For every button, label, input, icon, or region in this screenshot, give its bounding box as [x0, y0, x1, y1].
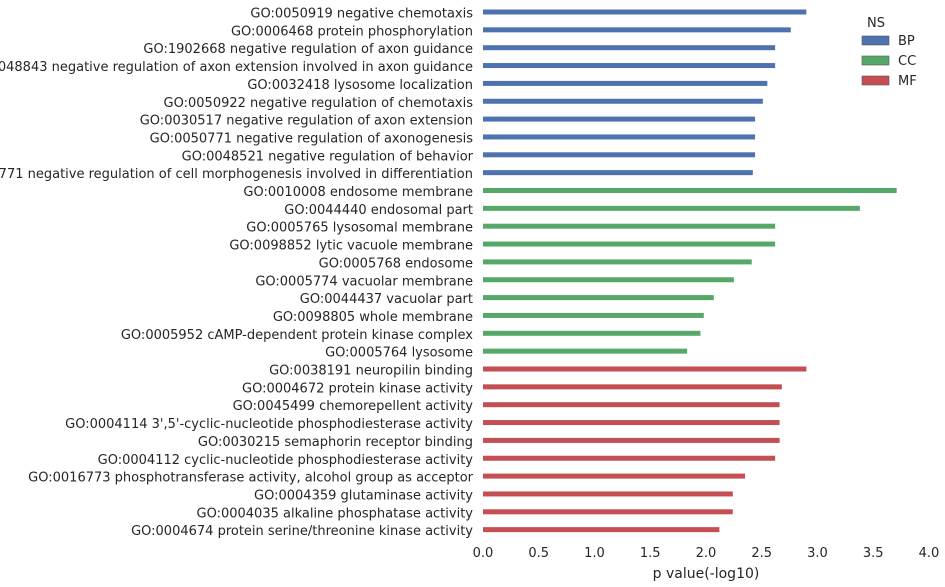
bar-bp-7 — [483, 116, 756, 122]
category-label: GO:0005765 lysosomal membrane — [246, 221, 473, 236]
bar-bp-3 — [483, 45, 776, 51]
x-tick-label: 0.5 — [528, 546, 549, 561]
category-label: GO:0098852 lytic vacuole membrane — [229, 239, 473, 254]
bar-bp-8 — [483, 134, 756, 140]
category-label: GO:0004672 protein kinase activity — [242, 381, 473, 396]
legend-label-mf: MF — [898, 74, 917, 89]
bar-cc-16 — [483, 277, 734, 283]
legend: NS BP CC MF — [861, 16, 917, 89]
bar-mf-22 — [483, 384, 782, 390]
legend-label-cc: CC — [898, 54, 916, 69]
category-label: GO:0006468 protein phosphorylation — [231, 24, 473, 39]
category-label: GO:0050771 negative regulation of axonog… — [150, 131, 474, 146]
bar-mf-29 — [483, 509, 733, 515]
category-label: GO:0030215 semaphorin receptor binding — [198, 435, 473, 450]
category-label: GO:0005764 lysosome — [325, 346, 473, 361]
bar-cc-12 — [483, 205, 860, 211]
category-labels: GO:0050919 negative chemotaxis GO:0006468… — [0, 7, 474, 540]
bar-bp-6 — [483, 98, 763, 104]
legend-swatch-cc — [861, 55, 890, 66]
bar-cc-19 — [483, 330, 701, 336]
category-label: GO:0004359 glutaminase activity — [254, 488, 473, 503]
category-label: GO:0004112 cyclic-nucleotide phosphodies… — [98, 453, 474, 468]
category-label: GO:0004674 protein serine/threonine kina… — [131, 524, 473, 539]
legend-title: NS — [867, 16, 885, 31]
category-label: GO:0004035 alkaline phosphatase activity — [197, 506, 474, 521]
bar-cc-17 — [483, 295, 714, 301]
x-tick-label: 2.0 — [696, 546, 717, 561]
bar-cc-20 — [483, 348, 688, 354]
category-label: GO:0032418 lysosome localization — [247, 78, 473, 93]
bar-mf-25 — [483, 437, 780, 443]
bar-mf-21 — [483, 366, 807, 372]
category-label: GO:0016773 phosphotransferase activity, … — [28, 471, 473, 486]
category-label: GO:0005768 endosome — [319, 256, 473, 271]
category-label: GO:0010771 negative regulation of cell m… — [0, 167, 473, 182]
category-label: GO:0050919 negative chemotaxis — [250, 7, 473, 22]
bar-mf-28 — [483, 491, 733, 497]
category-label: GO:0038191 neuropilin binding — [269, 364, 473, 379]
category-label: GO:0045499 chemorepellent activity — [233, 399, 474, 414]
bar-mf-27 — [483, 473, 746, 479]
bar-mf-30 — [483, 527, 720, 533]
category-label: GO:0044440 endosomal part — [284, 203, 473, 218]
bar-bp-5 — [483, 80, 768, 86]
bar-cc-15 — [483, 259, 752, 265]
legend-swatch-bp — [861, 35, 890, 46]
bar-cc-14 — [483, 241, 776, 247]
bar-bp-4 — [483, 63, 776, 69]
bar-cc-13 — [483, 223, 776, 229]
bar-bp-10 — [483, 170, 753, 176]
bar-bp-9 — [483, 152, 756, 158]
bar-bp-2 — [483, 27, 791, 33]
category-label: GO:0044437 vacuolar part — [300, 292, 473, 307]
legend-swatch-mf — [861, 75, 890, 86]
x-axis-title: p value(-log10) — [653, 566, 760, 582]
category-label: GO:0005774 vacuolar membrane — [255, 274, 473, 289]
category-label: GO:0050922 negative regulation of chemot… — [164, 96, 474, 111]
category-label: GO:0048521 negative regulation of behavi… — [182, 149, 474, 164]
legend-label-bp: BP — [898, 34, 915, 49]
legend-entries: BP CC MF — [861, 34, 917, 89]
x-tick-label: 4.0 — [919, 546, 940, 561]
bars-layer — [483, 9, 897, 533]
bar-mf-24 — [483, 420, 780, 426]
category-label: GO:0005952 cAMP-dependent protein kinase… — [121, 328, 473, 343]
bar-mf-23 — [483, 402, 780, 408]
bar-mf-26 — [483, 455, 776, 461]
category-label: GO:0030517 negative regulation of axon e… — [140, 114, 473, 129]
x-tick-label: 1.5 — [640, 546, 661, 561]
bar-cc-18 — [483, 312, 704, 318]
x-tick-label: 1.0 — [584, 546, 605, 561]
category-label: GO:0098805 whole membrane — [273, 310, 473, 325]
category-label: GO:0010008 endosome membrane — [243, 185, 473, 200]
category-label: GO:0004114 3',5'-cyclic-nucleotide phosp… — [65, 417, 473, 432]
x-tick-label: 3.5 — [863, 546, 884, 561]
bar-bp-1 — [483, 9, 807, 15]
x-tick-label: 0.0 — [473, 546, 494, 561]
category-label: GO:0048843 negative regulation of axon e… — [0, 60, 473, 75]
bar-cc-11 — [483, 188, 897, 193]
x-tick-label: 3.0 — [807, 546, 828, 561]
x-axis-ticks: 0.0 0.5 1.0 1.5 2.0 2.5 3.0 3.5 4.0 — [473, 546, 940, 561]
category-label: GO:1902668 negative regulation of axon g… — [143, 42, 473, 57]
x-tick-label: 2.5 — [751, 546, 772, 561]
